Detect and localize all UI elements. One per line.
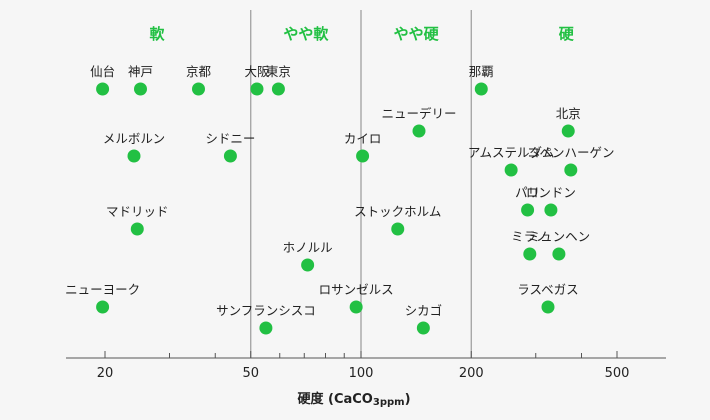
data-point[interactable] [356, 149, 370, 163]
data-point[interactable] [191, 82, 205, 96]
city-label: シカゴ [405, 303, 443, 318]
data-point[interactable] [96, 82, 110, 96]
city-label: 神戸 [128, 64, 153, 79]
city-label: カイロ [344, 131, 382, 146]
data-point[interactable] [416, 321, 430, 335]
tick-label: 500 [605, 366, 630, 381]
city-label: シドニー [205, 131, 255, 146]
data-point[interactable] [544, 203, 558, 217]
band-label: やや軟 [283, 25, 329, 43]
city-label: 那覇 [469, 64, 494, 79]
city-label: ロンドン [526, 185, 576, 200]
city-label: 大阪 [244, 64, 270, 79]
city-label: マドリッド [106, 204, 169, 219]
city-label: ホノルル [283, 240, 333, 255]
data-point[interactable] [521, 203, 535, 217]
data-point[interactable] [474, 82, 488, 96]
city-label: ロサンゼルス [319, 282, 394, 297]
city-label: アムステルダム [468, 145, 555, 160]
tick-label: 50 [242, 366, 259, 381]
city-label: ミュンヘン [528, 229, 591, 244]
data-point[interactable] [523, 247, 537, 261]
data-point[interactable] [301, 258, 315, 272]
data-point[interactable] [130, 222, 144, 236]
city-label: サンフランシスコ [216, 303, 316, 318]
data-point[interactable] [541, 300, 555, 314]
data-point[interactable] [133, 82, 147, 96]
band-label: 硬 [559, 25, 575, 43]
x-axis-title: 硬度 (CaCO3ppm) [297, 391, 410, 408]
tick-label: 20 [97, 366, 114, 381]
data-point[interactable] [271, 82, 285, 96]
city-label: 東京 [266, 64, 291, 79]
data-point[interactable] [391, 222, 405, 236]
city-label: ストックホルム [354, 204, 441, 219]
band-label: 軟 [149, 25, 165, 43]
city-label: パリ [515, 185, 540, 200]
city-label: コペンハーゲン [527, 145, 615, 160]
tick-label: 100 [349, 366, 374, 381]
city-label: 北京 [556, 106, 581, 121]
city-label: メルボルン [103, 131, 165, 146]
city-label: ミラノ [511, 229, 548, 244]
data-point[interactable] [552, 247, 566, 261]
data-point[interactable] [223, 149, 237, 163]
data-point[interactable] [96, 300, 110, 314]
city-label: 京都 [186, 64, 212, 79]
city-label: 仙台 [90, 64, 115, 79]
city-label: ラスベガス [517, 282, 578, 297]
data-point[interactable] [564, 163, 578, 177]
data-point[interactable] [504, 163, 518, 177]
band-label: やや硬 [394, 25, 440, 43]
data-point[interactable] [412, 124, 426, 138]
data-point[interactable] [349, 300, 363, 314]
data-point[interactable] [259, 321, 273, 335]
city-label: ニューデリー [381, 106, 456, 121]
data-point[interactable] [127, 149, 141, 163]
data-point[interactable] [561, 124, 575, 138]
city-label: ニューヨーク [65, 282, 140, 297]
tick-label: 200 [459, 366, 484, 381]
data-point[interactable] [250, 82, 264, 96]
